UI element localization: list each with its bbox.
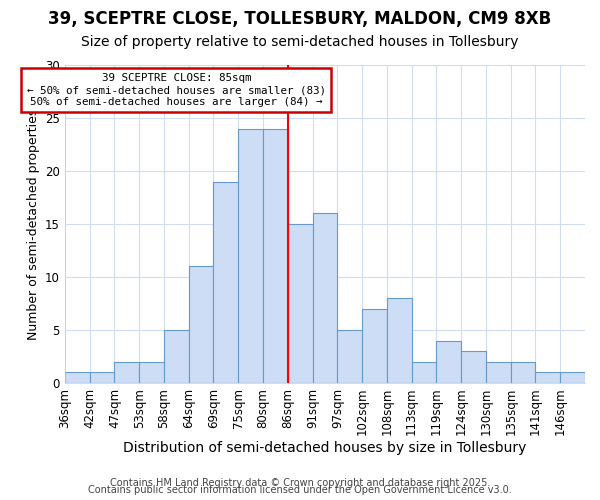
Bar [263, 128, 288, 383]
Bar [115, 362, 139, 383]
Bar [238, 128, 263, 383]
Bar [89, 372, 115, 383]
Text: Contains HM Land Registry data © Crown copyright and database right 2025.: Contains HM Land Registry data © Crown c… [110, 478, 490, 488]
Bar [486, 362, 511, 383]
Bar [461, 351, 486, 383]
Bar [560, 372, 585, 383]
Bar [412, 362, 436, 383]
Bar [288, 224, 313, 383]
Bar [511, 362, 535, 383]
Text: Contains public sector information licensed under the Open Government Licence v3: Contains public sector information licen… [88, 485, 512, 495]
Text: 39 SCEPTRE CLOSE: 85sqm
← 50% of semi-detached houses are smaller (83)
50% of se: 39 SCEPTRE CLOSE: 85sqm ← 50% of semi-de… [27, 74, 326, 106]
Bar [65, 372, 89, 383]
Bar [189, 266, 214, 383]
Y-axis label: Number of semi-detached properties: Number of semi-detached properties [26, 108, 40, 340]
Bar [362, 309, 387, 383]
Text: 39, SCEPTRE CLOSE, TOLLESBURY, MALDON, CM9 8XB: 39, SCEPTRE CLOSE, TOLLESBURY, MALDON, C… [49, 10, 551, 28]
X-axis label: Distribution of semi-detached houses by size in Tollesbury: Distribution of semi-detached houses by … [123, 441, 527, 455]
Bar [535, 372, 560, 383]
Bar [214, 182, 238, 383]
Bar [164, 330, 189, 383]
Bar [387, 298, 412, 383]
Bar [139, 362, 164, 383]
Text: Size of property relative to semi-detached houses in Tollesbury: Size of property relative to semi-detach… [81, 35, 519, 49]
Bar [337, 330, 362, 383]
Bar [313, 214, 337, 383]
Bar [436, 340, 461, 383]
